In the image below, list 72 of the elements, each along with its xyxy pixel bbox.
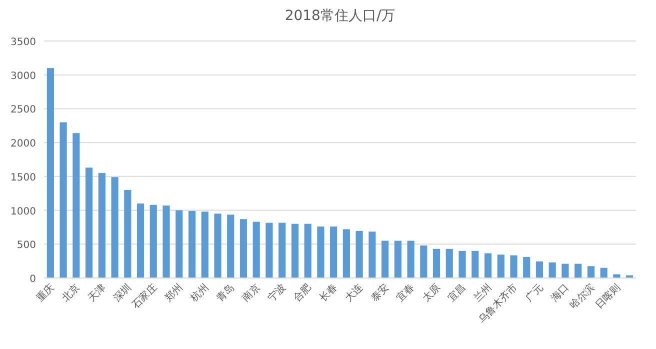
x-tick-label: 日喀则 (593, 282, 623, 312)
bar (394, 240, 402, 278)
bar (407, 240, 414, 278)
bar (227, 214, 234, 278)
x-tick-label: 重庆 (34, 282, 57, 304)
x-tick-label: 泰安 (368, 282, 392, 304)
bar (587, 266, 594, 278)
y-tick-label: 3500 (10, 37, 36, 48)
bar (356, 230, 363, 278)
y-tick-label: 2000 (10, 138, 36, 150)
bar (317, 226, 324, 278)
bar (98, 173, 106, 278)
bar (472, 250, 479, 278)
bar (176, 210, 183, 278)
bar (72, 133, 80, 278)
bar (188, 210, 196, 278)
bar (574, 264, 582, 278)
y-tick-label: 3000 (10, 70, 36, 82)
bar (548, 262, 556, 278)
x-tick-label: 南京 (240, 282, 262, 304)
bar (86, 168, 93, 278)
bar (382, 240, 389, 278)
x-tick-label: 宜昌 (446, 282, 468, 304)
bar (46, 68, 54, 278)
x-tick-label: 郑州 (162, 282, 186, 304)
bar (150, 204, 157, 278)
bar (60, 122, 67, 278)
x-tick-label: 合肥 (291, 282, 314, 304)
x-tick-label: 宜春 (394, 282, 417, 304)
y-tick-label: 1000 (10, 206, 36, 218)
bar (278, 222, 286, 278)
bar (458, 250, 466, 278)
bar (111, 177, 118, 278)
bar (600, 268, 608, 278)
x-tick-label: 杭州 (188, 282, 211, 305)
bar (510, 255, 518, 278)
bar (536, 261, 544, 278)
bar (124, 190, 132, 278)
bar (562, 264, 569, 278)
bar (432, 248, 440, 278)
x-tick-label: 海口 (548, 282, 572, 304)
y-tick-label: 0 (30, 274, 36, 285)
x-tick-label: 大连 (342, 282, 366, 304)
y-tick-label: 500 (16, 240, 36, 252)
y-tick-label: 2500 (10, 104, 36, 116)
bar (420, 245, 428, 278)
bar (214, 214, 222, 278)
bar (497, 254, 504, 278)
x-tick-label: 青岛 (214, 282, 237, 304)
x-tick-label: 太原 (420, 282, 443, 304)
bar (342, 229, 350, 278)
bar (240, 219, 248, 278)
bar (291, 224, 298, 278)
bar (201, 212, 208, 278)
bar (266, 222, 273, 278)
x-tick-label: 天津 (85, 282, 108, 304)
y-tick-label: 1500 (10, 172, 36, 184)
x-tick-label: 广元 (522, 282, 546, 304)
bar (136, 204, 144, 278)
bar (523, 257, 530, 278)
bar (252, 222, 260, 278)
bar (368, 232, 376, 278)
x-tick-label: 长春 (317, 282, 340, 304)
bar (446, 248, 453, 278)
bar (162, 206, 170, 278)
bar (304, 224, 312, 278)
x-tick-label: 兰州 (471, 282, 494, 304)
x-tick-label: 北京 (60, 282, 82, 304)
bar (484, 253, 492, 278)
bar (330, 226, 338, 278)
x-tick-label: 宁波 (266, 282, 288, 304)
chart-title: 2018常住人口/万 (284, 8, 396, 24)
